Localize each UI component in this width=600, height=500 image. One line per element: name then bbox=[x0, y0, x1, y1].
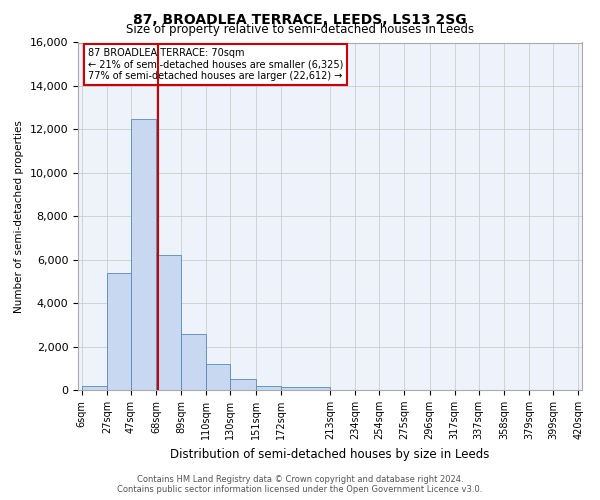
Text: 87, BROADLEA TERRACE, LEEDS, LS13 2SG: 87, BROADLEA TERRACE, LEEDS, LS13 2SG bbox=[133, 12, 467, 26]
Bar bbox=[256, 386, 281, 390]
Bar bbox=[131, 118, 156, 390]
Bar bbox=[281, 387, 330, 390]
Bar bbox=[206, 364, 230, 390]
Bar bbox=[82, 386, 107, 390]
X-axis label: Distribution of semi-detached houses by size in Leeds: Distribution of semi-detached houses by … bbox=[170, 448, 490, 460]
Bar bbox=[181, 334, 206, 390]
Text: 87 BROADLEA TERRACE: 70sqm
← 21% of semi-detached houses are smaller (6,325)
77%: 87 BROADLEA TERRACE: 70sqm ← 21% of semi… bbox=[88, 48, 343, 81]
Bar bbox=[107, 272, 131, 390]
Bar bbox=[230, 379, 256, 390]
Text: Contains HM Land Registry data © Crown copyright and database right 2024.
Contai: Contains HM Land Registry data © Crown c… bbox=[118, 474, 482, 494]
Bar bbox=[156, 256, 181, 390]
Text: Size of property relative to semi-detached houses in Leeds: Size of property relative to semi-detach… bbox=[126, 22, 474, 36]
Y-axis label: Number of semi-detached properties: Number of semi-detached properties bbox=[14, 120, 24, 312]
